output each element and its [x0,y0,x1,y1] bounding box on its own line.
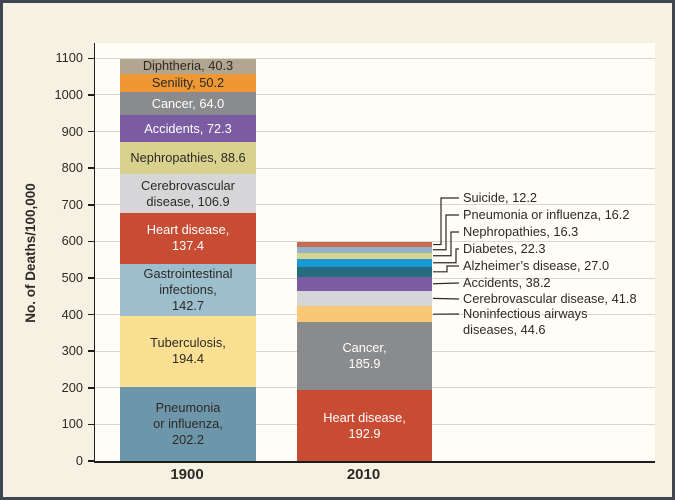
x-category-label-2010: 2010 [346,466,381,483]
bar-segment-1900-tuberculosis [120,315,256,387]
bar-segment-1900-accidents [120,115,256,142]
connector-accidents [432,282,460,285]
bar-segment-2010-nephropathies [297,252,432,259]
y-tick-label-800: 800 [61,160,83,176]
y-tick-mark-400 [88,313,94,316]
y-tick-mark-200 [88,387,94,389]
y-tick-mark-1100 [88,57,94,60]
bar-segment-1900-gastrointestinal-infections [120,263,256,316]
bar-segment-2010-cerebrovascular-disease [297,290,432,307]
y-tick-label-1100: 1100 [55,50,83,66]
bar-segment-2010-suicide [297,242,432,247]
callout-label-alzheimer-s-disease: Alzheimer’s disease, 27.0 [463,258,610,273]
gridline-1000 [95,94,655,96]
callout-label-accidents: Accidents, 38.2 [463,275,551,290]
bar-segment-2010-alzheimer-s-disease [297,266,432,277]
connector-pneumonia-or-influenza [433,214,459,251]
bar-segment-1900-senility [120,73,256,92]
callout-label-diabetes: Diabetes, 22.3 [463,241,546,256]
bar-segment-2010-pneumonia-or-influenza [297,246,432,253]
bar-segment-1900-diphtheria [120,58,256,74]
bar-segment-2010-cancer [297,322,432,391]
y-tick-mark-0 [88,460,94,462]
bar-segment-2010-diabetes [297,258,432,267]
y-tick-label-600: 600 [61,233,83,249]
y-tick-label-1000: 1000 [54,86,83,102]
y-tick-mark-700 [88,204,94,206]
bar-segment-1900-cerebrovascular-disease [120,174,256,214]
bar-segment-2010-heart-disease [297,390,432,461]
gridline-800 [95,167,655,169]
y-tick-label-900: 900 [61,123,83,139]
y-tick-mark-500 [88,277,94,279]
bar-2010 [297,43,432,461]
callout-label-noninfectious-airways-diseases: Noninfectious airways diseases, 44.6 [463,306,588,337]
bar-segment-1900-pneumonia-or-influenza [120,387,256,461]
bar-segment-2010-noninfectious-airways-diseases [297,306,432,323]
y-tick-mark-100 [88,423,94,426]
y-tick-label-100: 100 [61,416,83,432]
y-tick-label-700: 700 [61,196,83,212]
connector-suicide [433,197,459,246]
y-tick-mark-900 [88,130,94,133]
gridline-900 [95,131,655,133]
y-tick-label-200: 200 [61,379,83,395]
callout-label-nephropathies: Nephropathies, 16.3 [463,224,579,239]
callout-connector-lines [432,197,460,315]
callout-label-cerebrovascular-disease: Cerebrovascular disease, 41.8 [463,291,637,306]
callout-label-pneumonia-or-influenza: Pneumonia or influenza, 16.2 [463,207,630,222]
bar-segment-1900-cancer [120,91,256,116]
gridline-600 [95,240,655,242]
gridline-700 [95,204,655,206]
y-tick-mark-600 [88,240,94,243]
bar-1900 [120,43,256,461]
y-tick-mark-800 [88,167,94,169]
x-category-label-1900: 1900 [170,466,204,483]
y-tick-label-400: 400 [61,306,83,322]
bar-segment-2010-accidents [297,276,432,291]
bar-segment-1900-heart-disease [120,213,256,264]
connector-nephropathies [433,231,459,257]
connector-alzheimer-s-disease [433,265,459,273]
bar-segment-1900-nephropathies [120,141,256,175]
y-tick-mark-1000 [88,94,94,96]
y-tick-label-500: 500 [61,269,83,285]
connector-diabetes [433,248,459,264]
connector-cerebrovascular-disease [432,297,460,300]
y-tick-mark-300 [88,350,94,352]
y-tick-label-300: 300 [61,343,83,359]
y-tick-label-0: 0 [75,453,83,468]
callout-label-suicide: Suicide, 12.2 [463,190,537,205]
gridline-1100 [95,57,655,59]
plot-area: Pneumonia or influenza, 202.2 Tuberculosis,… [94,43,655,463]
